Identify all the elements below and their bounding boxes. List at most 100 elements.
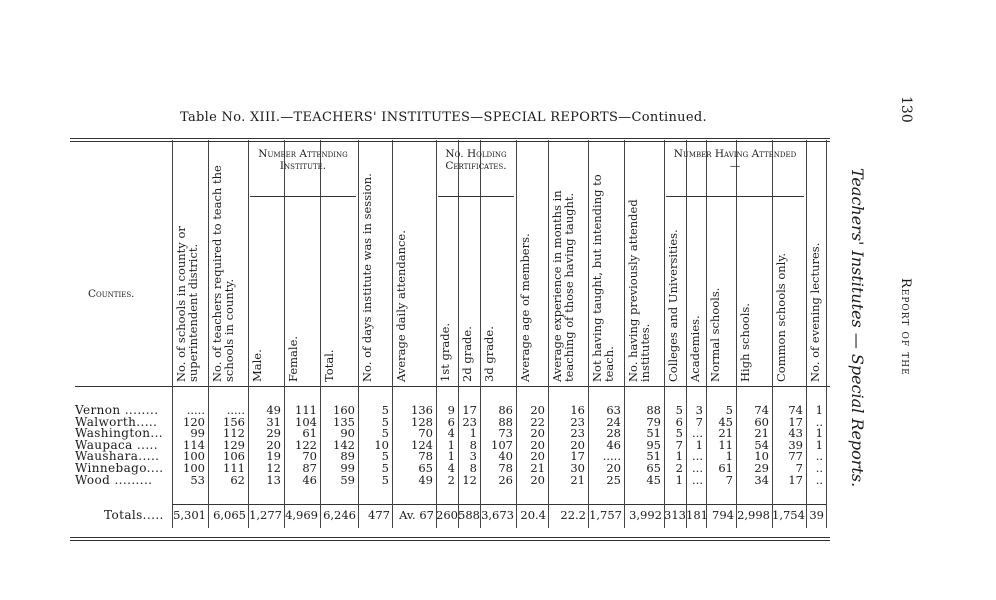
column-divider xyxy=(480,140,481,528)
column-header: No. of teachers required to teach the sc… xyxy=(210,165,236,382)
column-header: 3d grade. xyxy=(482,326,496,382)
table-cell: 129 xyxy=(223,437,245,452)
table-cell: 7 xyxy=(695,414,703,429)
table-cell: 100 xyxy=(183,461,205,475)
group-header-attended: Number Having Attended — xyxy=(673,148,797,172)
table-cell: .. xyxy=(815,449,823,464)
table-cell: ... xyxy=(692,472,703,487)
table-cell: 20 xyxy=(530,426,545,441)
column-header: Colleges and Universities. xyxy=(666,229,680,382)
table-cell: 12 xyxy=(266,461,281,475)
totals-cell: 6,065 xyxy=(213,508,246,522)
column-header: Female. xyxy=(286,335,300,382)
column-header: No. of schools in county or superintende… xyxy=(174,226,200,382)
table-cell: 7 xyxy=(675,437,683,452)
table-cell: 8 xyxy=(469,437,477,452)
table-cell: 11 xyxy=(718,437,733,452)
table-cell: 20 xyxy=(530,449,545,464)
table-cell: 20 xyxy=(570,437,585,452)
column-divider xyxy=(706,140,707,528)
table-cell: 74 xyxy=(754,403,769,417)
totals-cell: 1,277 xyxy=(249,508,282,522)
county-name: Washington... xyxy=(75,426,163,441)
table-cell: 5 xyxy=(675,426,683,441)
table-cell: 70 xyxy=(302,449,317,464)
table-cell: 1 xyxy=(725,449,733,464)
table-cell: 65 xyxy=(418,461,433,475)
table-cell: ..... xyxy=(226,403,245,417)
table-cell: 6 xyxy=(447,414,455,429)
table-cell: 8 xyxy=(469,461,477,475)
table-cell: 78 xyxy=(498,461,513,475)
table-cell: 23 xyxy=(570,426,585,441)
group-rule xyxy=(438,196,514,197)
table-cell: 73 xyxy=(498,426,513,441)
table-cell: 21 xyxy=(754,426,769,441)
totals-cell: 5,301 xyxy=(173,508,206,522)
table-cell: 49 xyxy=(266,403,281,417)
table-cell: 25 xyxy=(606,472,621,487)
table-cell: 114 xyxy=(183,437,205,452)
column-header: No. having previously attended institute… xyxy=(626,199,652,382)
table-cell: 1 xyxy=(675,449,683,464)
column-divider xyxy=(172,140,173,528)
table-cell: 46 xyxy=(302,472,317,487)
table-cell: 17 xyxy=(570,449,585,464)
column-divider xyxy=(436,140,437,528)
table-cell: 128 xyxy=(411,414,433,429)
bottom-rule xyxy=(70,537,830,538)
table-cell: 51 xyxy=(646,449,661,464)
table-cell: 59 xyxy=(340,472,355,487)
counties-header: Counties. xyxy=(88,288,135,300)
table-cell: 20 xyxy=(530,472,545,487)
table-cell: 61 xyxy=(302,426,317,441)
column-header: High schools. xyxy=(738,303,752,382)
table-cell: 23 xyxy=(462,414,477,429)
column-divider xyxy=(772,140,773,528)
table-cell: 20 xyxy=(606,461,621,475)
table-cell: 4 xyxy=(447,461,455,475)
table-cell: 1 xyxy=(815,437,823,452)
table-cell: 99 xyxy=(340,461,355,475)
column-divider xyxy=(806,140,807,528)
group-header-certificates: No. Holding Certificates. xyxy=(445,148,507,172)
table-cell: 16 xyxy=(570,403,585,417)
table-cell: ..... xyxy=(186,403,205,417)
table-cell: 24 xyxy=(606,414,621,429)
table-cell: 135 xyxy=(333,414,355,429)
table-cell: 62 xyxy=(230,472,245,487)
table-cell: .. xyxy=(815,414,823,429)
column-header: Average experience in months in teaching… xyxy=(550,190,576,382)
column-divider xyxy=(826,140,827,528)
bottom-rule-2 xyxy=(70,540,830,541)
county-name: Waupaca ..... xyxy=(75,437,158,452)
table-cell: 5 xyxy=(381,472,389,487)
table-cell: 5 xyxy=(381,449,389,464)
table-cell: 95 xyxy=(646,437,661,452)
column-divider xyxy=(686,140,687,528)
table-cell: 112 xyxy=(223,426,245,441)
totals-cell: 22.2 xyxy=(560,508,586,522)
column-divider xyxy=(458,140,459,528)
table-cell: 21 xyxy=(570,472,585,487)
table-cell: 46 xyxy=(606,437,621,452)
column-divider xyxy=(624,140,625,528)
table-title: Table No. XIII.—TEACHERS' INSTITUTES—SPE… xyxy=(180,110,707,125)
table-cell: 88 xyxy=(646,403,661,417)
table-cell: 26 xyxy=(498,472,513,487)
table-cell: 156 xyxy=(223,414,245,429)
table-cell: 20 xyxy=(530,437,545,452)
column-header: No. of days institute was in session. xyxy=(360,173,374,382)
table-cell: 5 xyxy=(381,461,389,475)
table-cell: 79 xyxy=(646,414,661,429)
county-name: Waushara..... xyxy=(75,449,160,464)
totals-cell: 3,673 xyxy=(481,508,514,522)
table-cell: 1 xyxy=(447,437,455,452)
column-divider xyxy=(664,140,665,528)
table-cell: .. xyxy=(815,472,823,487)
page-number: 130 xyxy=(898,96,914,123)
table-cell: 160 xyxy=(333,403,355,417)
table-cell: 61 xyxy=(718,461,733,475)
table-cell: 22 xyxy=(530,414,545,429)
table-cell: 5 xyxy=(675,403,683,417)
